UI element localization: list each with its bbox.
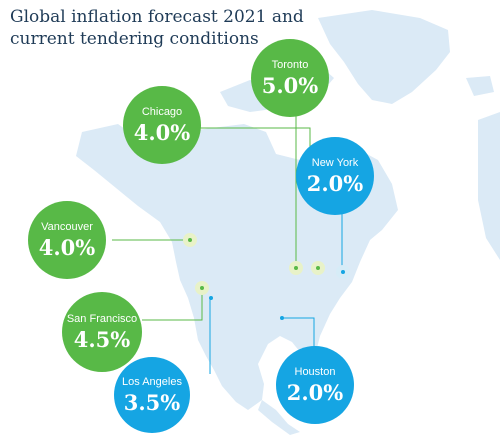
connector-lines-blue [209,212,343,374]
central-america [258,400,300,435]
houston-marker [280,316,284,320]
vancouver-bubble: Vancouver 4.0% [28,201,106,279]
iceland [466,76,494,96]
greenland-landmass [318,10,450,104]
vancouver-marker [188,238,192,242]
chart-title: Global inflation forecast 2021 and curre… [10,7,304,49]
san-francisco-bubble: San Francisco 4.5% [62,292,142,372]
san-francisco-value: 4.5% [73,326,131,352]
chicago-bubble: Chicago 4.0% [123,86,201,164]
san-francisco-label: San Francisco [66,312,138,325]
san-francisco-connector [142,288,203,321]
city-markers [183,233,350,320]
chicago-value: 4.0% [133,119,191,145]
vancouver-value: 4.0% [38,234,96,260]
new-york-marker [341,270,345,274]
los-angeles-label: Los Angeles [122,375,182,388]
toronto-label: Toronto [271,58,309,71]
los-angeles-value: 3.5% [123,389,181,415]
los-angeles-bubble: Los Angeles 3.5% [114,357,190,433]
new-york-bubble: New York 2.0% [296,137,374,215]
new-york-label: New York [311,156,359,169]
los-angeles-marker [209,296,213,300]
chicago-marker [316,266,320,270]
toronto-value: 5.0% [261,72,319,98]
houston-label: Houston [294,365,336,378]
europe-edge [478,112,500,260]
vancouver-label: Vancouver [41,220,93,233]
houston-value: 2.0% [286,379,344,405]
chicago-label: Chicago [141,105,183,118]
toronto-bubble: Toronto 5.0% [251,39,329,117]
houston-bubble: Houston 2.0% [276,346,354,424]
new-york-value: 2.0% [306,170,364,196]
san-francisco-marker [200,286,204,290]
houston-connector [282,317,315,350]
toronto-marker [294,266,298,270]
